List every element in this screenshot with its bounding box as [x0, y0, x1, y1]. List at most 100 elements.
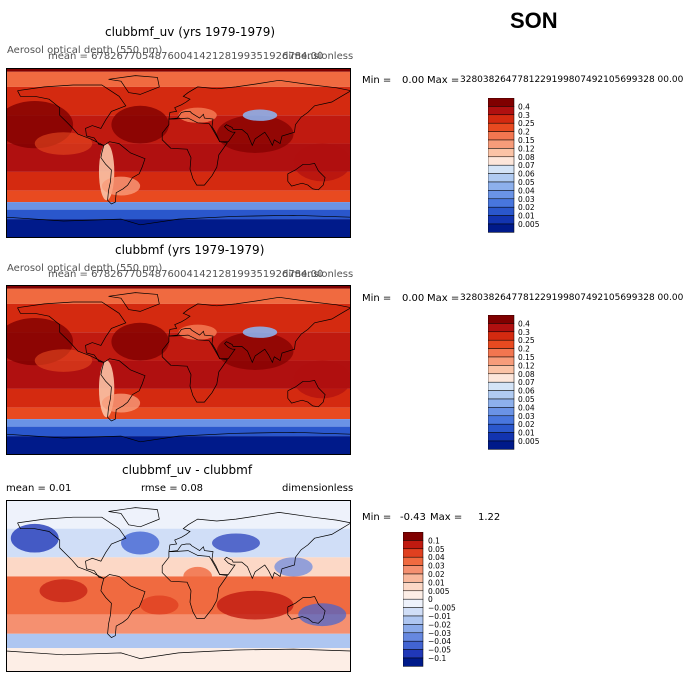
map-field-band [6, 633, 351, 649]
colorbar-tick-label: 0.07 [518, 378, 535, 387]
map-field-patch [34, 132, 93, 155]
panel2-colorbar: 0.40.30.250.20.150.120.080.070.060.050.0… [488, 315, 540, 450]
map-field-band [6, 202, 351, 210]
map-field-band [6, 288, 351, 304]
coastline [168, 296, 351, 364]
colorbar-box [403, 632, 424, 642]
map-field-band [6, 407, 351, 420]
colorbar-box [488, 190, 515, 200]
colorbar-box [488, 356, 515, 366]
colorbar-tick-label: 0.01 [518, 429, 535, 438]
coastline [17, 84, 127, 146]
map-field-band [6, 648, 351, 672]
colorbar-box [488, 106, 515, 116]
colorbar-box [488, 215, 515, 225]
colorbar-tick-label: 0.05 [518, 178, 535, 187]
colorbar-box [488, 323, 515, 333]
colorbar-tick-label: 0.04 [518, 186, 535, 195]
colorbar-box [403, 624, 424, 634]
colorbar-box [488, 373, 515, 383]
colorbar-box [488, 365, 515, 375]
coastline [17, 516, 127, 579]
colorbar-tick-label: −0.005 [428, 604, 456, 613]
colorbar-tick-label: 0.12 [518, 144, 535, 153]
map-field-band [6, 614, 351, 634]
colorbar-box [403, 607, 424, 617]
colorbar-tick-label: −0.03 [428, 629, 451, 638]
colorbar-box [488, 206, 515, 216]
map-field-patch [242, 326, 278, 338]
coastline [100, 358, 146, 422]
colorbar-tick-label: 0.04 [518, 403, 535, 412]
map-field-patch [178, 107, 217, 123]
colorbar-box [488, 131, 515, 141]
colorbar-tick-label: 0 [428, 595, 433, 604]
colorbar-tick-label: 0.02 [518, 420, 535, 429]
map-field-patch [183, 566, 213, 586]
map-frame [6, 285, 351, 455]
map-field-patch [242, 109, 278, 121]
colorbar-box [403, 556, 424, 566]
panel3-min-label: Min = [362, 512, 392, 523]
colorbar-tick-label: 0.05 [518, 395, 535, 404]
map-field-patch [111, 322, 169, 361]
map-field-band [6, 500, 351, 529]
colorbar-box [403, 598, 424, 608]
colorbar-tick-label: 0.02 [428, 570, 445, 579]
colorbar-tick-label: 0.01 [518, 212, 535, 221]
map-field-patch [274, 557, 313, 577]
panel3-mean: mean = 0.01 [6, 483, 72, 494]
colorbar-tick-label: 0.4 [518, 102, 530, 111]
panel3-map [6, 500, 351, 672]
coastline [108, 75, 160, 95]
colorbar-box [488, 114, 515, 124]
map-field-patch [212, 533, 260, 553]
panel2-map [6, 285, 351, 455]
colorbar-box [403, 540, 424, 550]
map-field-patch [111, 105, 169, 144]
panel1-units: dimensionless [282, 51, 354, 62]
map-field-patch [293, 143, 351, 182]
panel1-map [6, 68, 351, 238]
coastline [168, 79, 351, 147]
colorbar-tick-label: 0.06 [518, 170, 535, 179]
colorbar-box [488, 164, 515, 174]
colorbar-tick-label: 0.3 [518, 328, 530, 337]
panel2-units: dimensionless [282, 269, 354, 280]
panel2-min-value: 0.00 [402, 293, 425, 304]
coastline [6, 431, 351, 443]
colorbar-box [403, 532, 424, 541]
panel3-min-value: -0.43 [400, 512, 426, 523]
panel3-units: dimensionless [282, 483, 354, 494]
colorbar-tick-label: 0.005 [428, 587, 450, 596]
panel1-max-label: Max = [427, 75, 460, 86]
colorbar-tick-label: 0.3 [518, 111, 530, 120]
colorbar-tick-label: 0.04 [428, 553, 445, 562]
colorbar-box [488, 390, 515, 400]
map-field-band [6, 436, 351, 455]
map-field-patch [293, 360, 351, 399]
colorbar-box [488, 156, 515, 166]
season-title: SON [510, 8, 558, 33]
coastline [168, 512, 351, 580]
panel3-rmse: rmse = 0.08 [141, 483, 204, 494]
colorbar-box [403, 640, 424, 650]
coastline [287, 380, 326, 408]
colorbar-tick-label: 0.06 [518, 387, 535, 396]
colorbar-box [403, 548, 424, 558]
map-field-band [6, 557, 351, 577]
panel2-min-label: Min = [362, 293, 392, 304]
colorbar-box [488, 148, 515, 158]
map-field-patch [101, 393, 141, 413]
panel1-colorbar: 0.40.30.250.20.150.120.080.070.060.050.0… [488, 98, 540, 233]
map-field-band [6, 528, 351, 558]
colorbar-tick-label: 0.25 [518, 336, 535, 345]
colorbar-box [488, 198, 515, 208]
map-field-band [6, 68, 351, 72]
map-frame [6, 68, 351, 238]
colorbar-box [488, 315, 515, 324]
colorbar-box [488, 407, 515, 417]
colorbar-tick-label: 0.15 [518, 136, 535, 145]
map-frame [6, 500, 351, 672]
colorbar-box [403, 590, 424, 600]
